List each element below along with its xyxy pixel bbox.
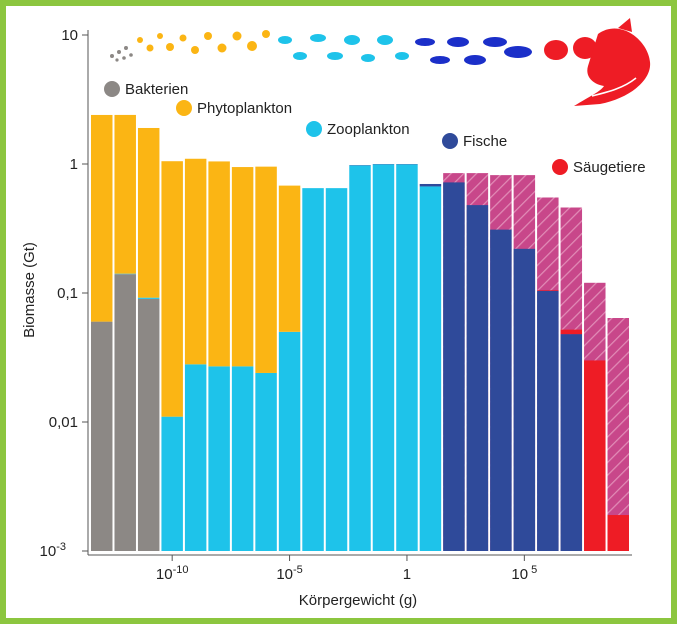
bar-4-phytoplankton <box>184 158 207 365</box>
y-tick-label-4: 10-3 <box>40 541 66 560</box>
y-tick-label-0: 10 <box>61 27 78 44</box>
bar-8-zooplankton <box>278 331 301 551</box>
bar-7-phytoplankton <box>255 166 277 373</box>
bar-19-fish <box>537 290 559 551</box>
bar-14-zooplankton <box>419 186 442 552</box>
legend-label-0: Bakterien <box>125 81 188 98</box>
bar-15-fish <box>443 182 465 551</box>
legend-label-2: Zooplankton <box>327 121 410 138</box>
legend-swatch-4 <box>552 159 568 175</box>
y-tick-label-3: 0,01 <box>49 414 78 431</box>
x-tick-exponent-0: -10 <box>173 564 189 576</box>
whale-icon <box>574 18 651 106</box>
bar-1-phytoplankton <box>114 114 136 274</box>
bar-10-zooplankton <box>325 188 348 552</box>
legend-swatch-0 <box>104 81 120 97</box>
x-axis-title: Körpergewicht (g) <box>299 592 417 609</box>
bar-13-zooplankton <box>396 164 418 551</box>
bar-2-zooplankton <box>137 297 160 299</box>
legend-swatch-2 <box>306 121 322 137</box>
bar-11-zooplankton <box>349 165 371 551</box>
x-tick-exponent-1: -5 <box>293 564 303 576</box>
fish-shapes-icon <box>415 37 532 65</box>
bar-12-zooplankton <box>372 164 395 551</box>
y-tick-exponent-4: -3 <box>56 541 66 553</box>
bar-3-zooplankton <box>161 416 183 551</box>
legend-label-4: Säugetiere <box>573 159 646 176</box>
mammal-shapes-icon <box>544 37 597 60</box>
legend: Bakterien Phytoplankton Zooplankton Fische S… <box>104 81 646 176</box>
bar-4-zooplankton <box>184 364 207 551</box>
y-tick-label-1: 1 <box>70 156 78 173</box>
bar-9-zooplankton <box>302 188 324 552</box>
bar-1-bacteria <box>114 274 136 551</box>
x-tick-label-0: 10-10 <box>156 564 189 583</box>
bacteria-dots-icon <box>110 46 133 62</box>
y-tick-label-2: 0,1 <box>57 285 78 302</box>
bar-3-phytoplankton <box>161 161 183 417</box>
bar-0-phytoplankton <box>91 114 113 322</box>
bars-layer <box>91 114 629 552</box>
bar-22-mammals <box>607 515 629 551</box>
bar-2-bacteria <box>137 298 160 551</box>
bar-5-phytoplankton <box>208 161 230 367</box>
bar-21-mammals <box>584 360 606 551</box>
legend-swatch-1 <box>176 100 192 116</box>
bar-8-phytoplankton <box>278 185 301 332</box>
bar-7-zooplankton <box>255 372 277 551</box>
x-tick-label-2: 1 <box>403 566 411 583</box>
zooplankton-shapes-icon <box>278 34 409 62</box>
bar-19-mammals <box>537 290 559 291</box>
phytoplankton-cells-icon <box>137 30 270 54</box>
bar-5-zooplankton <box>208 366 230 551</box>
legend-swatch-3 <box>442 133 458 149</box>
bar-16-fish <box>466 205 489 551</box>
organism-strip <box>110 18 651 106</box>
x-tick-label-3: 10 5 <box>511 564 537 583</box>
bar-17-fish <box>490 229 512 552</box>
bar-6-phytoplankton <box>231 167 254 367</box>
y-axis-title: Biomasse (Gt) <box>21 242 38 338</box>
legend-label-3: Fische <box>463 133 507 150</box>
bar-14-fish <box>419 183 442 187</box>
x-tick-label-1: 10-5 <box>276 564 302 583</box>
bar-20-fish <box>560 334 583 551</box>
bar-2-phytoplankton <box>137 127 160 298</box>
bar-20-mammals <box>560 329 583 335</box>
legend-label-1: Phytoplankton <box>197 100 292 117</box>
bar-18-fish <box>513 248 536 552</box>
historical-bar-22 <box>607 318 629 551</box>
bar-6-zooplankton <box>231 366 254 551</box>
x-tick-exponent-3: 5 <box>528 564 537 576</box>
bar-0-bacteria <box>91 321 113 551</box>
